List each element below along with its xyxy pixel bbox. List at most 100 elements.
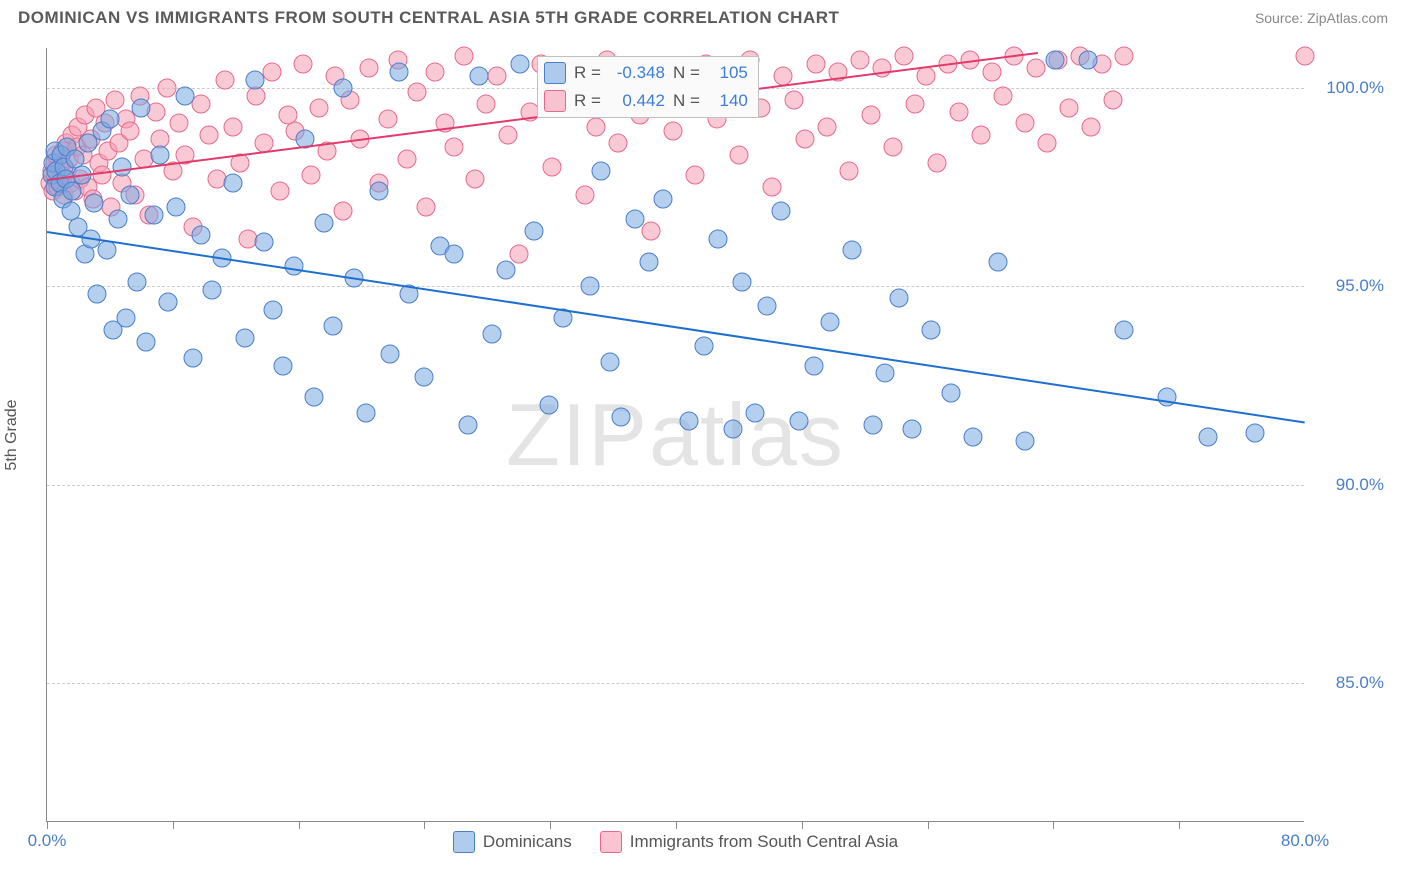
x-tick [173, 821, 174, 829]
scatter-point [575, 185, 594, 204]
scatter-point [1245, 424, 1264, 443]
scatter-point [1078, 50, 1097, 69]
legend-item: Immigrants from South Central Asia [600, 831, 898, 853]
scatter-point [762, 177, 781, 196]
scatter-point [542, 158, 561, 177]
scatter-point [88, 285, 107, 304]
scatter-point [264, 300, 283, 319]
stats-legend-row: R =-0.348N =105 [544, 59, 748, 87]
scatter-point [137, 332, 156, 351]
scatter-point [445, 245, 464, 264]
scatter-point [273, 356, 292, 375]
scatter-point [1104, 90, 1123, 109]
scatter-point [805, 356, 824, 375]
scatter-point [470, 66, 489, 85]
scatter-point [426, 62, 445, 81]
y-tick-label: 90.0% [1314, 475, 1384, 495]
scatter-point [729, 146, 748, 165]
scatter-point [192, 225, 211, 244]
scatter-point [1045, 50, 1064, 69]
scatter-point [199, 126, 218, 145]
scatter-point [151, 146, 170, 165]
scatter-point [806, 54, 825, 73]
scatter-point [105, 90, 124, 109]
scatter-point [600, 352, 619, 371]
scatter-point [509, 245, 528, 264]
scatter-point [121, 185, 140, 204]
scatter-point [890, 289, 909, 308]
scatter-point [184, 348, 203, 367]
scatter-point [97, 241, 116, 260]
scatter-point [1157, 388, 1176, 407]
legend-label: Dominicans [483, 832, 572, 852]
scatter-point [821, 312, 840, 331]
scatter-point [1038, 134, 1057, 153]
scatter-point [586, 118, 605, 137]
scatter-point [166, 197, 185, 216]
scatter-point [223, 118, 242, 137]
scatter-point [121, 122, 140, 141]
scatter-point [284, 257, 303, 276]
scatter-point [93, 166, 112, 185]
scatter-point [921, 320, 940, 339]
scatter-point [333, 78, 352, 97]
legend-swatch [544, 90, 566, 112]
y-tick-label: 100.0% [1314, 78, 1384, 98]
scatter-point [972, 126, 991, 145]
scatter-point [116, 308, 135, 327]
scatter-point [100, 110, 119, 129]
scatter-point [324, 316, 343, 335]
scatter-point [950, 102, 969, 121]
legend-item: Dominicans [453, 831, 572, 853]
scatter-point [379, 110, 398, 129]
scatter-point [454, 46, 473, 65]
scatter-point [539, 396, 558, 415]
scatter-point [663, 122, 682, 141]
scatter-point [1115, 320, 1134, 339]
scatter-point [314, 213, 333, 232]
plot-area: ZIPatlas 85.0%90.0%95.0%100.0%0.0%80.0%R… [46, 48, 1304, 822]
watermark: ZIPatlas [506, 384, 845, 486]
stats-legend-row: R =0.442N =140 [544, 87, 748, 115]
chart-title: DOMINICAN VS IMMIGRANTS FROM SOUTH CENTR… [18, 8, 839, 28]
scatter-point [415, 368, 434, 387]
scatter-point [839, 162, 858, 181]
scatter-point [270, 181, 289, 200]
scatter-point [108, 209, 127, 228]
scatter-point [994, 86, 1013, 105]
scatter-point [176, 86, 195, 105]
legend-swatch [453, 831, 475, 853]
scatter-point [685, 166, 704, 185]
scatter-point [294, 54, 313, 73]
scatter-point [1060, 98, 1079, 117]
scatter-point [611, 408, 630, 427]
scatter-point [1027, 58, 1046, 77]
scatter-point [626, 209, 645, 228]
x-tick [676, 821, 677, 829]
scatter-point [758, 297, 777, 316]
scatter-point [215, 70, 234, 89]
scatter-point [942, 384, 961, 403]
scatter-point [85, 193, 104, 212]
scatter-point [483, 324, 502, 343]
scatter-point [641, 221, 660, 240]
scatter-point [333, 201, 352, 220]
x-tick [424, 821, 425, 829]
scatter-point [1115, 46, 1134, 65]
scatter-point [773, 66, 792, 85]
legend-label: Immigrants from South Central Asia [630, 832, 898, 852]
scatter-point [262, 62, 281, 81]
scatter-point [511, 54, 530, 73]
scatter-point [236, 328, 255, 347]
scatter-point [964, 427, 983, 446]
scatter-point [679, 412, 698, 431]
legend-swatch [600, 831, 622, 853]
y-tick-label: 95.0% [1314, 276, 1384, 296]
x-tick [550, 821, 551, 829]
scatter-point [789, 412, 808, 431]
scatter-point [733, 273, 752, 292]
scatter-point [983, 62, 1002, 81]
scatter-point [772, 201, 791, 220]
scatter-point [132, 98, 151, 117]
scatter-point [580, 277, 599, 296]
